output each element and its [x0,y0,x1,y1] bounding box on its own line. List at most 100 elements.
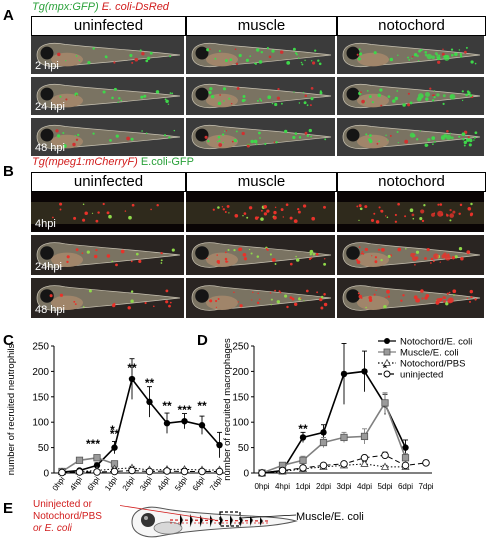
significance-annotation: ** [110,427,120,441]
data-point-gray-square [360,432,369,441]
legend-item: Notochord/PBS [378,359,465,370]
micrograph-muscle-2hpi [186,36,335,74]
significance-annotation: ** [197,399,207,413]
y-tick-label: 100 [232,418,249,429]
x-tick-label: 7dpi [418,482,433,491]
x-tick-label: 2dpi [316,482,331,491]
panel-label-a: A [3,7,14,24]
y-tick-label: 100 [32,418,49,429]
legend-red: E. coli-DsRed [101,1,169,13]
chart-c-neutrophils: 0 50 100 150 200 250 number of recruited neutr… [6,342,226,493]
panel-label-e: E [3,500,14,517]
header-muscle: muscle [186,16,337,36]
x-tick-label: 0hpi [254,482,269,491]
data-point-open-circle [145,467,154,476]
data-point-filled-circle [93,462,101,469]
data-point-open-circle [299,464,307,472]
legend-label: Notochord/PBS [400,359,465,370]
significance-annotation: *** [177,403,191,417]
data-point-gray-square [319,438,328,447]
micrograph-uninfected-24hpi: 24 hpi [31,77,184,115]
data-point-filled-circle [181,417,188,425]
y-tick-label: 50 [238,443,250,454]
x-tick-label: 3dpi [336,482,351,491]
larva-schematic [120,505,298,538]
significance-annotation: ** [162,399,172,413]
micrograph-notochord-24hpi [337,235,484,275]
micrograph-muscle-48hpi [186,118,335,156]
x-tick-label: 2dpi [121,475,137,493]
timepoint-label: 48 hpi [35,304,65,316]
x-tick-label: 6hpi [86,475,102,493]
header-muscle: muscle [186,172,337,192]
y-tick-label: 0 [43,469,49,480]
legend-item: uninjected [378,370,443,381]
data-point-gray-square [340,433,348,442]
data-point-filled-circle [216,441,223,449]
x-tick-label: 5dpi [377,482,392,491]
left-label-line-1: Uninjected or [33,499,92,510]
panel-label-c: C [3,332,14,349]
data-point-open-circle [128,466,136,475]
x-tick-label: 4dpi [357,482,372,491]
y-tick-label: 50 [38,443,50,454]
data-point-gray-square [401,454,410,462]
y-tick-label: 250 [232,342,249,353]
y-axis-label: number of recruited neutrophils [6,344,17,476]
y-tick-label: 150 [232,392,249,403]
panel-e-left-label: Uninjected or Notochord/PBS or E. coli [33,499,102,535]
y-tick-label: 0 [243,469,249,480]
legend-green: Tg(mpx:GFP) [32,1,99,13]
legend-label: uninjected [400,370,443,381]
data-point-triangle [380,462,390,470]
legend-item: Muscle/E. coli [378,348,459,359]
micrograph-muscle-4hpi [186,192,335,232]
x-tick-label: 4hpi [275,482,290,491]
data-point-open-circle [198,467,206,476]
data-point-open-circle [278,466,287,475]
timepoint-label: 2 hpi [35,60,59,72]
header-uninfected: uninfected [31,172,186,192]
micrograph-uninfected-48hpi: 48 hpi [31,118,184,156]
significance-annotation: ** [298,422,308,436]
micrograph-notochord-48hpi [337,278,484,318]
micrograph-muscle-24hpi [186,77,335,115]
significance-annotation: * [383,361,388,375]
series-line-gray-square [61,456,115,473]
data-point-filled-circle [128,375,136,383]
left-label-line-3: or E. coli [33,523,72,534]
legend-item: Notochord/E. coli [378,337,472,348]
header-notochord: notochord [337,16,486,36]
data-point-open-circle [93,468,101,476]
data-point-filled-circle [198,422,206,429]
data-point-gray-square [93,454,101,462]
panel-e-right-label: Muscle/E. coli [296,511,364,523]
data-point-open-circle [163,467,171,475]
y-tick-label: 250 [32,342,49,353]
data-point-filled-circle [299,434,307,441]
data-point-gray-square [299,456,307,464]
data-point-filled-circle [320,429,327,436]
data-point-filled-circle [402,444,409,451]
series-line-triangle [261,463,406,474]
x-tick-label: 3dpi [138,475,154,493]
panel-label-d: D [197,332,208,349]
micrograph-uninfected-24hpi: 24hpi [31,235,184,275]
significance-annotation: *** [86,437,100,451]
legend-label: Notochord/E. coli [400,337,472,348]
data-point-filled-circle [146,398,153,406]
micrograph-uninfected-48hpi: 48 hpi [31,278,184,318]
legend-red: Tg(mpeg1:mCherryF) [32,156,138,168]
data-point-open-circle [340,460,348,468]
data-point-open-circle [381,451,389,459]
timepoint-label: 48 hpi [35,142,65,154]
timepoint-label: 4hpi [35,218,56,230]
data-point-open-circle [75,468,84,476]
y-tick-label: 150 [32,392,49,403]
y-tick-label: 200 [32,367,49,378]
timepoint-label: 24hpi [35,261,62,273]
header-notochord: notochord [337,172,486,192]
legend-label: Muscle/E. coli [400,348,459,359]
left-label-line-2: Notochord/PBS [33,511,102,522]
